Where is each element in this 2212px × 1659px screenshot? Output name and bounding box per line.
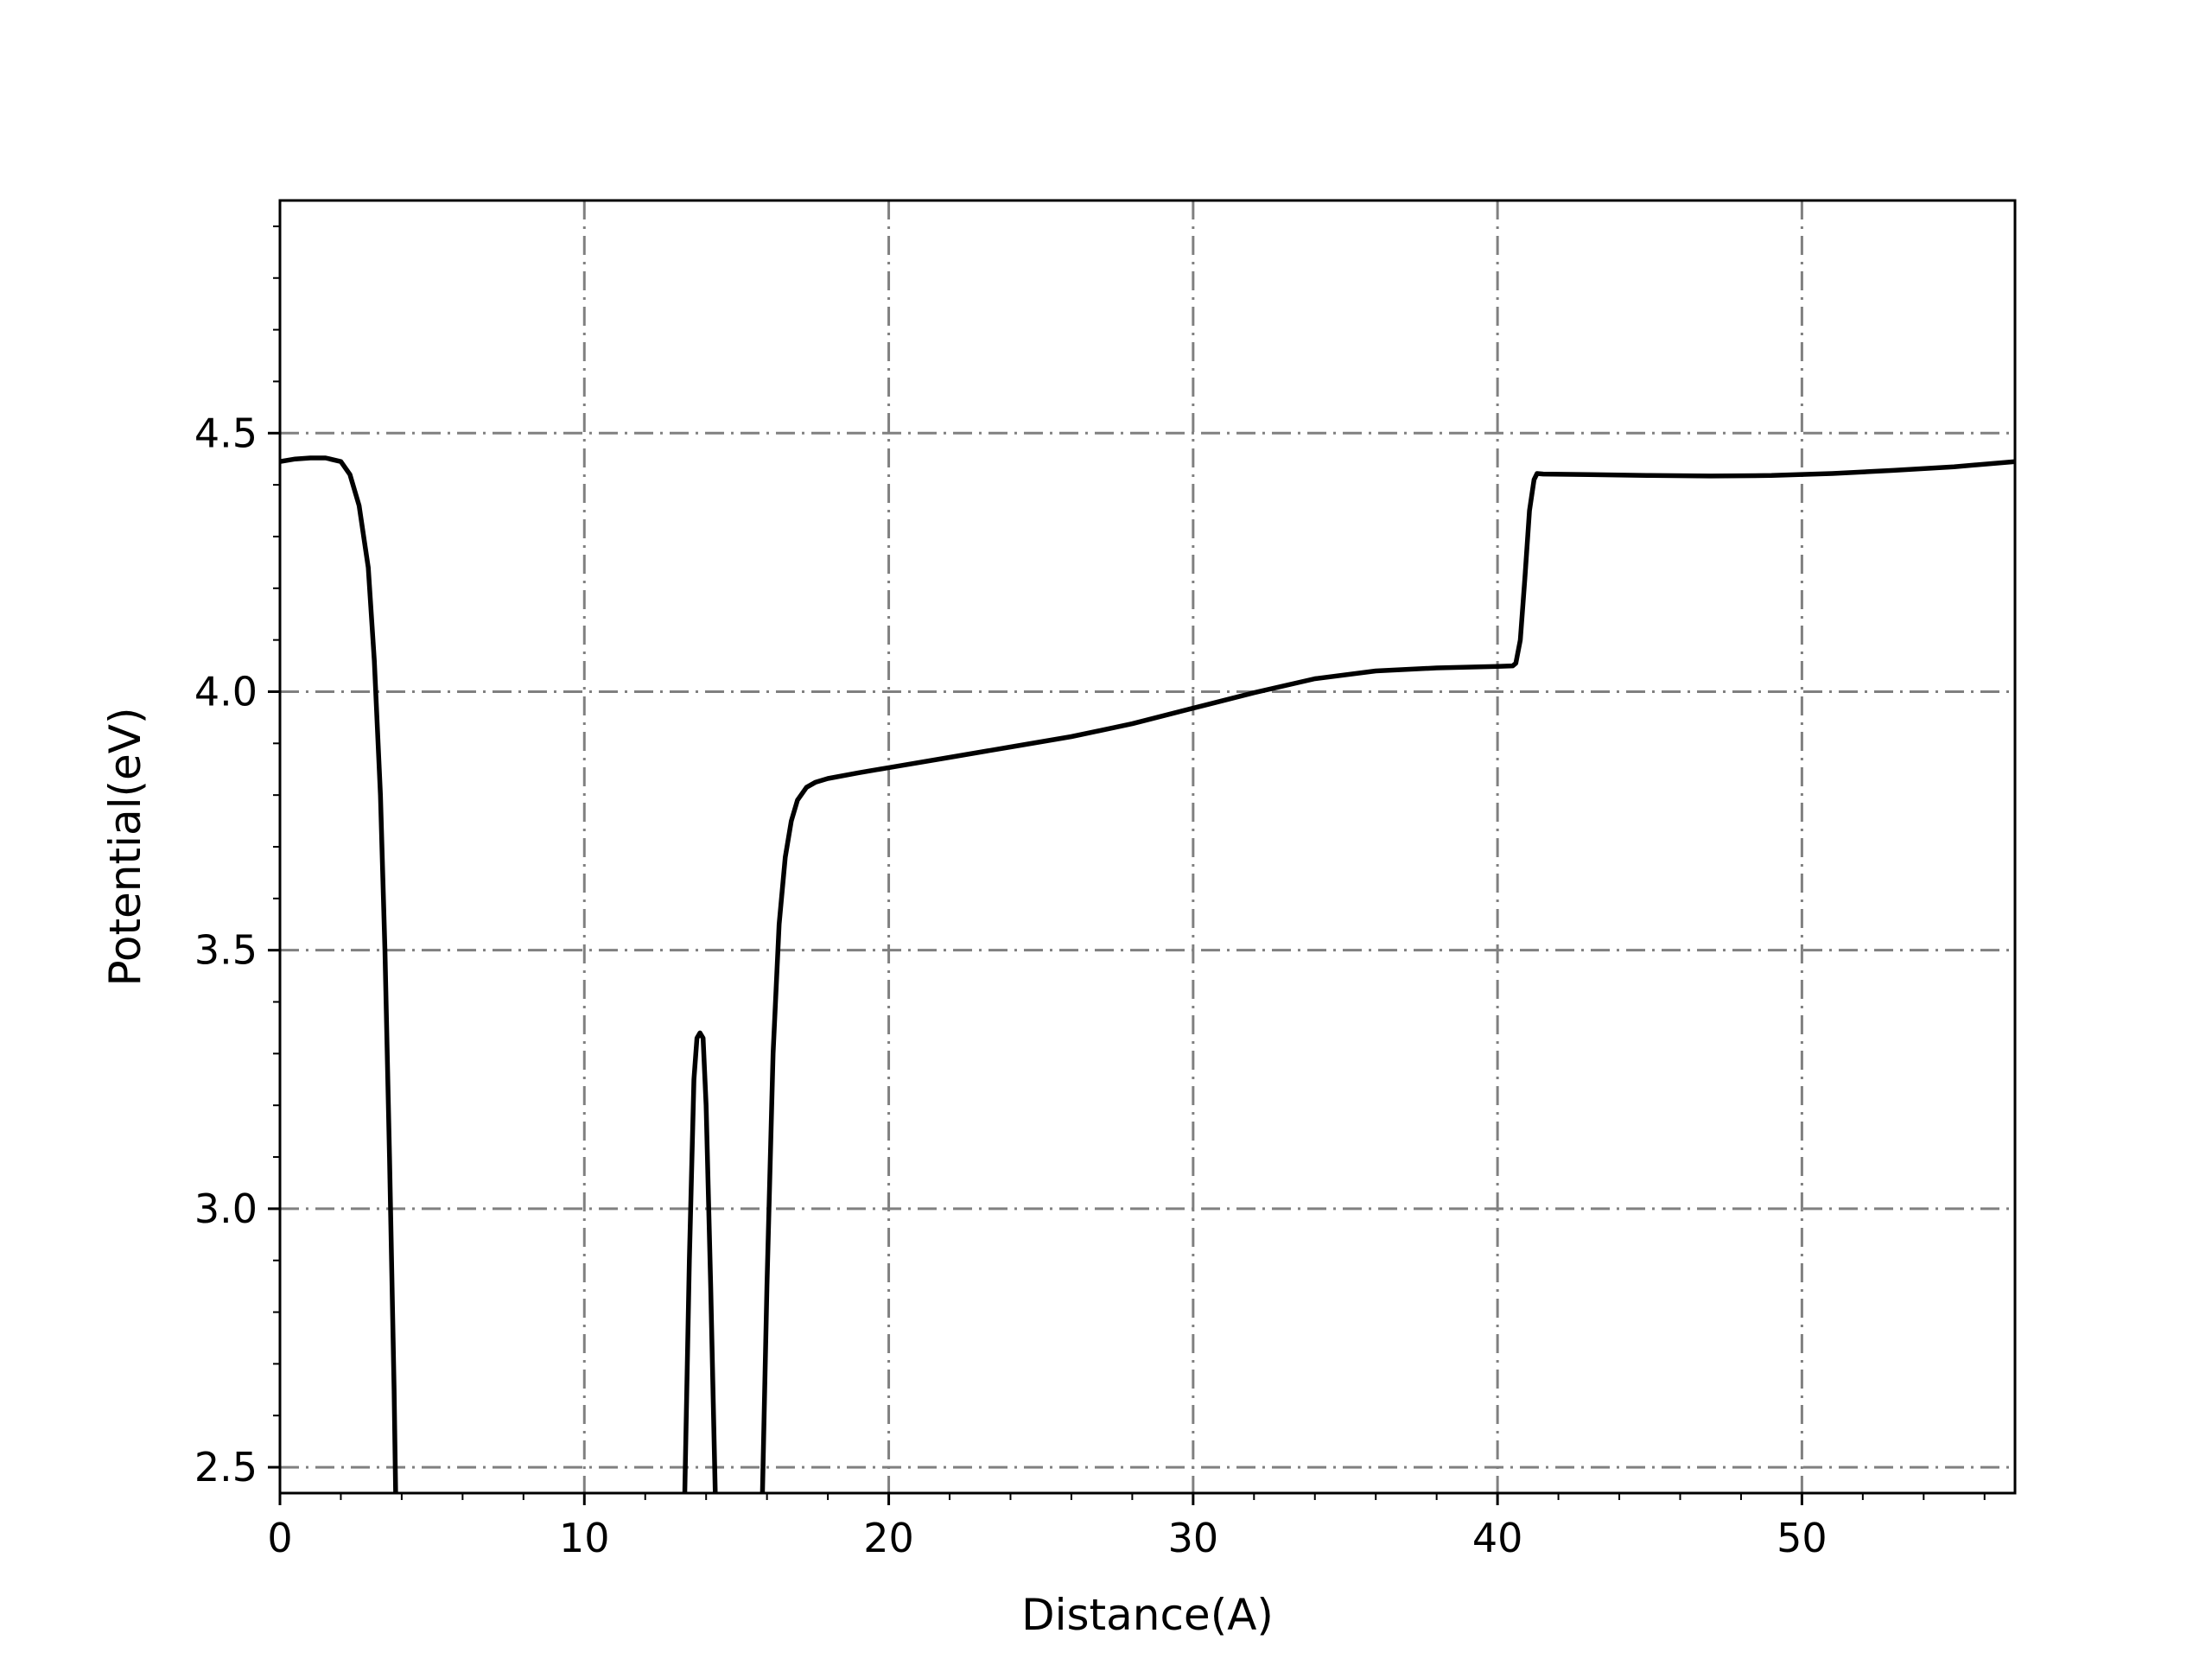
- data-series: [280, 455, 2015, 1493]
- x-tick-label: 10: [559, 1515, 610, 1561]
- potential-line-segment-2: [682, 1030, 718, 1493]
- potential-line-segment-1: [280, 455, 398, 1493]
- y-tick-label: 3.0: [194, 1185, 257, 1232]
- y-tick-label: 4.0: [194, 668, 257, 715]
- y-tick-label: 4.5: [194, 410, 257, 456]
- y-tick-label: 3.5: [194, 927, 257, 974]
- x-tick-label: 50: [1777, 1515, 1827, 1561]
- potential-line-segment-3: [760, 459, 2015, 1493]
- y-axis-label: Potential(eV): [100, 707, 150, 986]
- grid-lines: [280, 200, 2015, 1493]
- x-axis-label: Distance(A): [1021, 1590, 1274, 1640]
- axis-ticks: 0 10 20 30 40 50 2.5 3.0 3.5 4.0 4.5: [194, 225, 1986, 1561]
- y-tick-label: 2.5: [194, 1444, 257, 1491]
- x-tick-label: 0: [267, 1515, 292, 1561]
- x-tick-label: 30: [1168, 1515, 1219, 1561]
- x-tick-label: 20: [863, 1515, 914, 1561]
- x-tick-label: 40: [1472, 1515, 1523, 1561]
